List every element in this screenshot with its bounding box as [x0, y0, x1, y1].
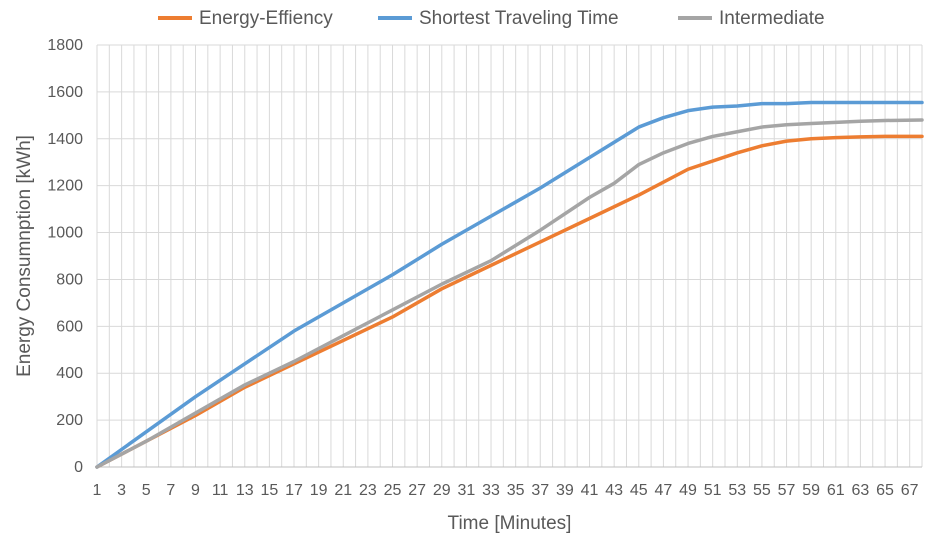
x-tick-label: 25 [384, 482, 402, 499]
y-tick-label: 1600 [47, 84, 83, 101]
x-tick-label: 55 [753, 482, 771, 499]
legend-label: Shortest Traveling Time [419, 8, 619, 29]
x-tick-label: 5 [142, 482, 151, 499]
x-tick-label: 27 [408, 482, 426, 499]
x-tick-label: 17 [285, 482, 303, 499]
x-tick-label: 39 [556, 482, 574, 499]
x-axis-ticks: 1 3 5 7 9 11 13 15 17 19 21 23 25 27 29 31 33 35 37 39 41 43 4… [93, 482, 919, 499]
x-tick-label: 19 [310, 482, 328, 499]
y-tick-label: 1200 [47, 178, 83, 195]
x-tick-label: 1 [93, 482, 102, 499]
x-tick-label: 13 [236, 482, 254, 499]
x-tick-label: 15 [260, 482, 278, 499]
x-tick-label: 11 [212, 482, 229, 499]
x-tick-label: 49 [679, 482, 697, 499]
x-tick-label: 57 [778, 482, 796, 499]
y-tick-label: 400 [56, 365, 83, 382]
x-tick-label: 41 [581, 482, 599, 499]
y-tick-label: 1800 [47, 37, 83, 54]
x-tick-label: 47 [655, 482, 673, 499]
x-tick-label: 23 [359, 482, 377, 499]
y-tick-label: 200 [56, 412, 83, 429]
x-tick-label: 61 [827, 482, 845, 499]
x-tick-label: 35 [507, 482, 525, 499]
x-tick-label: 9 [191, 482, 200, 499]
gridlines [96, 44, 923, 468]
x-tick-label: 29 [433, 482, 451, 499]
x-tick-label: 67 [901, 482, 919, 499]
series-line-1 [95, 134, 924, 469]
x-tick-label: 37 [531, 482, 549, 499]
legend-label: Intermediate [719, 8, 825, 29]
x-tick-label: 21 [334, 482, 352, 499]
y-axis-ticks: 0 200 400 600 800 1000 1200 1400 1600 1800 [47, 37, 83, 476]
x-tick-label: 59 [802, 482, 820, 499]
x-tick-label: 53 [728, 482, 746, 499]
y-axis-title: Energy Consumnption [kWh] [14, 135, 35, 377]
x-tick-label: 33 [482, 482, 500, 499]
series-lines [95, 100, 924, 469]
y-tick-label: 600 [56, 318, 83, 335]
x-axis-title: Time [Minutes] [448, 513, 572, 534]
y-tick-label: 0 [74, 459, 83, 476]
x-tick-label: 65 [876, 482, 894, 499]
y-tick-label: 1400 [47, 131, 83, 148]
x-tick-label: 63 [852, 482, 870, 499]
series-line-3 [95, 118, 924, 469]
x-tick-label: 43 [605, 482, 623, 499]
legend: Energy-Effiency Shortest Traveling Time In… [158, 8, 825, 29]
x-tick-label: 31 [458, 482, 476, 499]
x-tick-label: 7 [166, 482, 175, 499]
series-line-2 [95, 100, 924, 469]
x-tick-label: 51 [704, 482, 722, 499]
x-tick-label: 45 [630, 482, 648, 499]
y-tick-label: 800 [56, 271, 83, 288]
x-tick-label: 3 [117, 482, 126, 499]
y-tick-label: 1000 [47, 225, 83, 242]
legend-label: Energy-Effiency [199, 8, 333, 29]
